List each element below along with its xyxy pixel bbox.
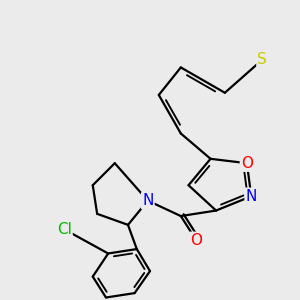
- Text: O: O: [190, 233, 202, 248]
- Text: Cl: Cl: [57, 222, 72, 237]
- Text: O: O: [241, 156, 253, 171]
- Text: N: N: [142, 193, 154, 208]
- Text: S: S: [257, 52, 267, 67]
- Text: N: N: [246, 189, 257, 204]
